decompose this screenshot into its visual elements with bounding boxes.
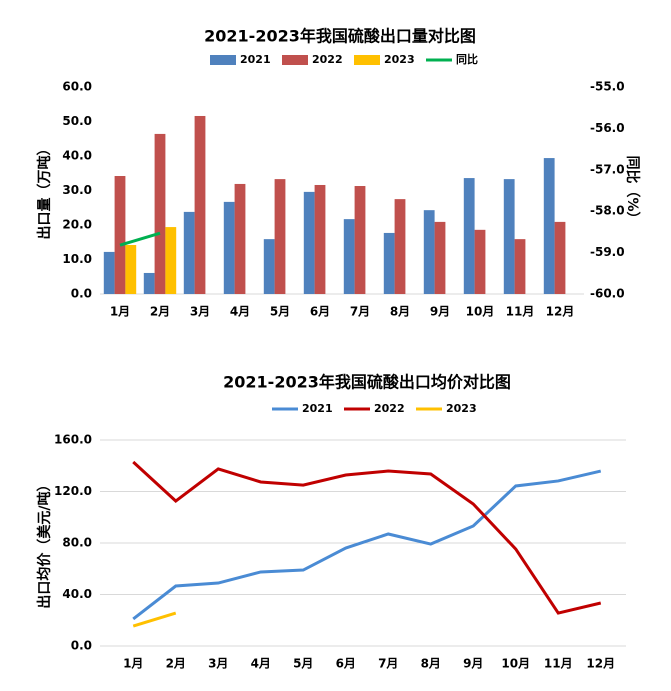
y2-tick-label: -55.0 bbox=[590, 80, 625, 94]
line bbox=[132, 469, 602, 621]
legend-swatch bbox=[354, 55, 380, 65]
y-tick-label: 10.0 bbox=[62, 252, 92, 266]
x-tick-label: 10月 bbox=[466, 305, 495, 319]
legend-swatch bbox=[210, 55, 236, 65]
x-tick-label: 9月 bbox=[463, 657, 483, 671]
y-tick-label: 120.0 bbox=[54, 484, 92, 498]
bar bbox=[274, 179, 286, 294]
x-tick-label: 1月 bbox=[110, 305, 130, 319]
x-tick-label: 3月 bbox=[208, 657, 228, 671]
y2-tick-label: -57.0 bbox=[590, 162, 625, 176]
y-axis-label: 出口均价（美元/吨） bbox=[36, 477, 53, 608]
x-tick-label: 12月 bbox=[586, 657, 615, 671]
bar bbox=[463, 178, 475, 294]
bar bbox=[143, 272, 155, 294]
x-tick-label: 6月 bbox=[310, 305, 330, 319]
y-tick-label: 80.0 bbox=[62, 536, 92, 550]
y-tick-label: 40.0 bbox=[62, 587, 92, 601]
y-tick-label: 40.0 bbox=[62, 149, 92, 163]
bar bbox=[423, 210, 435, 294]
bar bbox=[154, 133, 166, 294]
y-tick-label: 50.0 bbox=[62, 114, 92, 128]
x-tick-label: 2月 bbox=[166, 657, 186, 671]
legend-label: 同比 bbox=[456, 52, 478, 66]
bar bbox=[114, 176, 126, 294]
bar bbox=[314, 184, 326, 294]
x-tick-label: 5月 bbox=[270, 305, 290, 319]
bar bbox=[434, 221, 446, 294]
x-tick-label: 11月 bbox=[506, 305, 535, 319]
x-tick-label: 2月 bbox=[150, 305, 170, 319]
line bbox=[132, 460, 602, 615]
y2-tick-label: -60.0 bbox=[590, 287, 625, 301]
x-tick-label: 1月 bbox=[123, 657, 143, 671]
bar bbox=[554, 221, 566, 294]
y-tick-label: 0.0 bbox=[71, 287, 92, 301]
x-tick-label: 12月 bbox=[546, 305, 575, 319]
bar bbox=[234, 183, 246, 294]
legend-swatch bbox=[282, 55, 308, 65]
line bbox=[132, 611, 177, 628]
y-tick-label: 20.0 bbox=[62, 218, 92, 232]
bar bbox=[394, 199, 406, 294]
bar bbox=[354, 186, 366, 294]
x-tick-label: 9月 bbox=[430, 305, 450, 319]
bar bbox=[194, 115, 206, 294]
x-tick-label: 5月 bbox=[293, 657, 313, 671]
chart-title: 2021-2023年我国硫酸出口均价对比图 bbox=[223, 373, 511, 392]
bar bbox=[183, 211, 195, 294]
bar bbox=[474, 229, 486, 294]
bar bbox=[343, 219, 355, 294]
line bbox=[119, 231, 161, 247]
y-axis-label: 出口量（万吨） bbox=[36, 142, 53, 240]
y-tick-label: 60.0 bbox=[62, 80, 92, 94]
legend-label: 2021 bbox=[240, 53, 271, 66]
bar bbox=[383, 232, 395, 294]
x-tick-label: 7月 bbox=[350, 305, 370, 319]
x-tick-label: 3月 bbox=[190, 305, 210, 319]
x-tick-label: 10月 bbox=[501, 657, 530, 671]
legend-label: 2022 bbox=[374, 402, 405, 415]
x-tick-label: 6月 bbox=[336, 657, 356, 671]
bar bbox=[125, 245, 137, 294]
bar bbox=[165, 227, 177, 294]
y2-axis-label: 同比（%） bbox=[624, 155, 641, 225]
legend-label: 2023 bbox=[446, 402, 477, 415]
y2-tick-label: -59.0 bbox=[590, 245, 625, 259]
y-tick-label: 30.0 bbox=[62, 183, 92, 197]
y-tick-label: 160.0 bbox=[54, 433, 92, 447]
bar bbox=[514, 239, 526, 294]
y-tick-label: 0.0 bbox=[71, 639, 92, 653]
x-tick-label: 8月 bbox=[390, 305, 410, 319]
y2-tick-label: -56.0 bbox=[590, 121, 625, 135]
x-tick-label: 11月 bbox=[544, 657, 573, 671]
x-tick-label: 4月 bbox=[251, 657, 271, 671]
bar bbox=[103, 251, 115, 294]
x-tick-label: 4月 bbox=[230, 305, 250, 319]
bar bbox=[503, 179, 515, 294]
legend-label: 2021 bbox=[302, 402, 333, 415]
legend-label: 2023 bbox=[384, 53, 415, 66]
bar bbox=[543, 158, 555, 294]
bar bbox=[303, 191, 315, 294]
legend-label: 2022 bbox=[312, 53, 343, 66]
x-tick-label: 7月 bbox=[378, 657, 398, 671]
bar bbox=[263, 239, 275, 294]
x-tick-label: 8月 bbox=[421, 657, 441, 671]
y2-tick-label: -58.0 bbox=[590, 204, 625, 218]
chart-title: 2021-2023年我国硫酸出口量对比图 bbox=[204, 27, 476, 46]
bar bbox=[223, 201, 235, 294]
